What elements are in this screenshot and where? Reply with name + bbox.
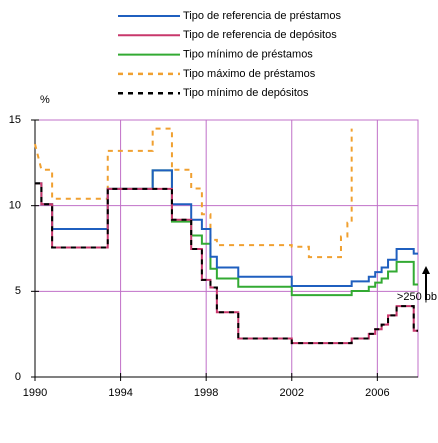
x-tick-label: 2006 xyxy=(365,387,389,399)
legend-label: Tipo mínimo de préstamos xyxy=(183,49,313,61)
y-axis-label: % xyxy=(40,94,50,106)
legend-label: Tipo mínimo de depósitos xyxy=(183,87,309,99)
legend-label: Tipo máximo de préstamos xyxy=(183,68,316,80)
x-tick-label: 1994 xyxy=(108,387,132,399)
annotation: >250 pb xyxy=(397,291,437,303)
legend-label: Tipo de referencia de préstamos xyxy=(183,10,341,22)
legend-label: Tipo de referencia de depósitos xyxy=(183,29,337,41)
annotation-arrowhead xyxy=(422,266,430,274)
plot-area xyxy=(34,119,419,378)
y-tick-label: 5 xyxy=(15,285,21,297)
x-tick-label: 1998 xyxy=(194,387,218,399)
y-tick-label: 0 xyxy=(15,371,21,383)
x-tick-label: 2002 xyxy=(280,387,304,399)
line-series xyxy=(35,182,418,345)
line-series xyxy=(34,127,353,259)
y-tick-label: 10 xyxy=(9,200,21,212)
y-tick-label: 15 xyxy=(9,114,21,126)
x-tick-label: 1990 xyxy=(23,387,47,399)
